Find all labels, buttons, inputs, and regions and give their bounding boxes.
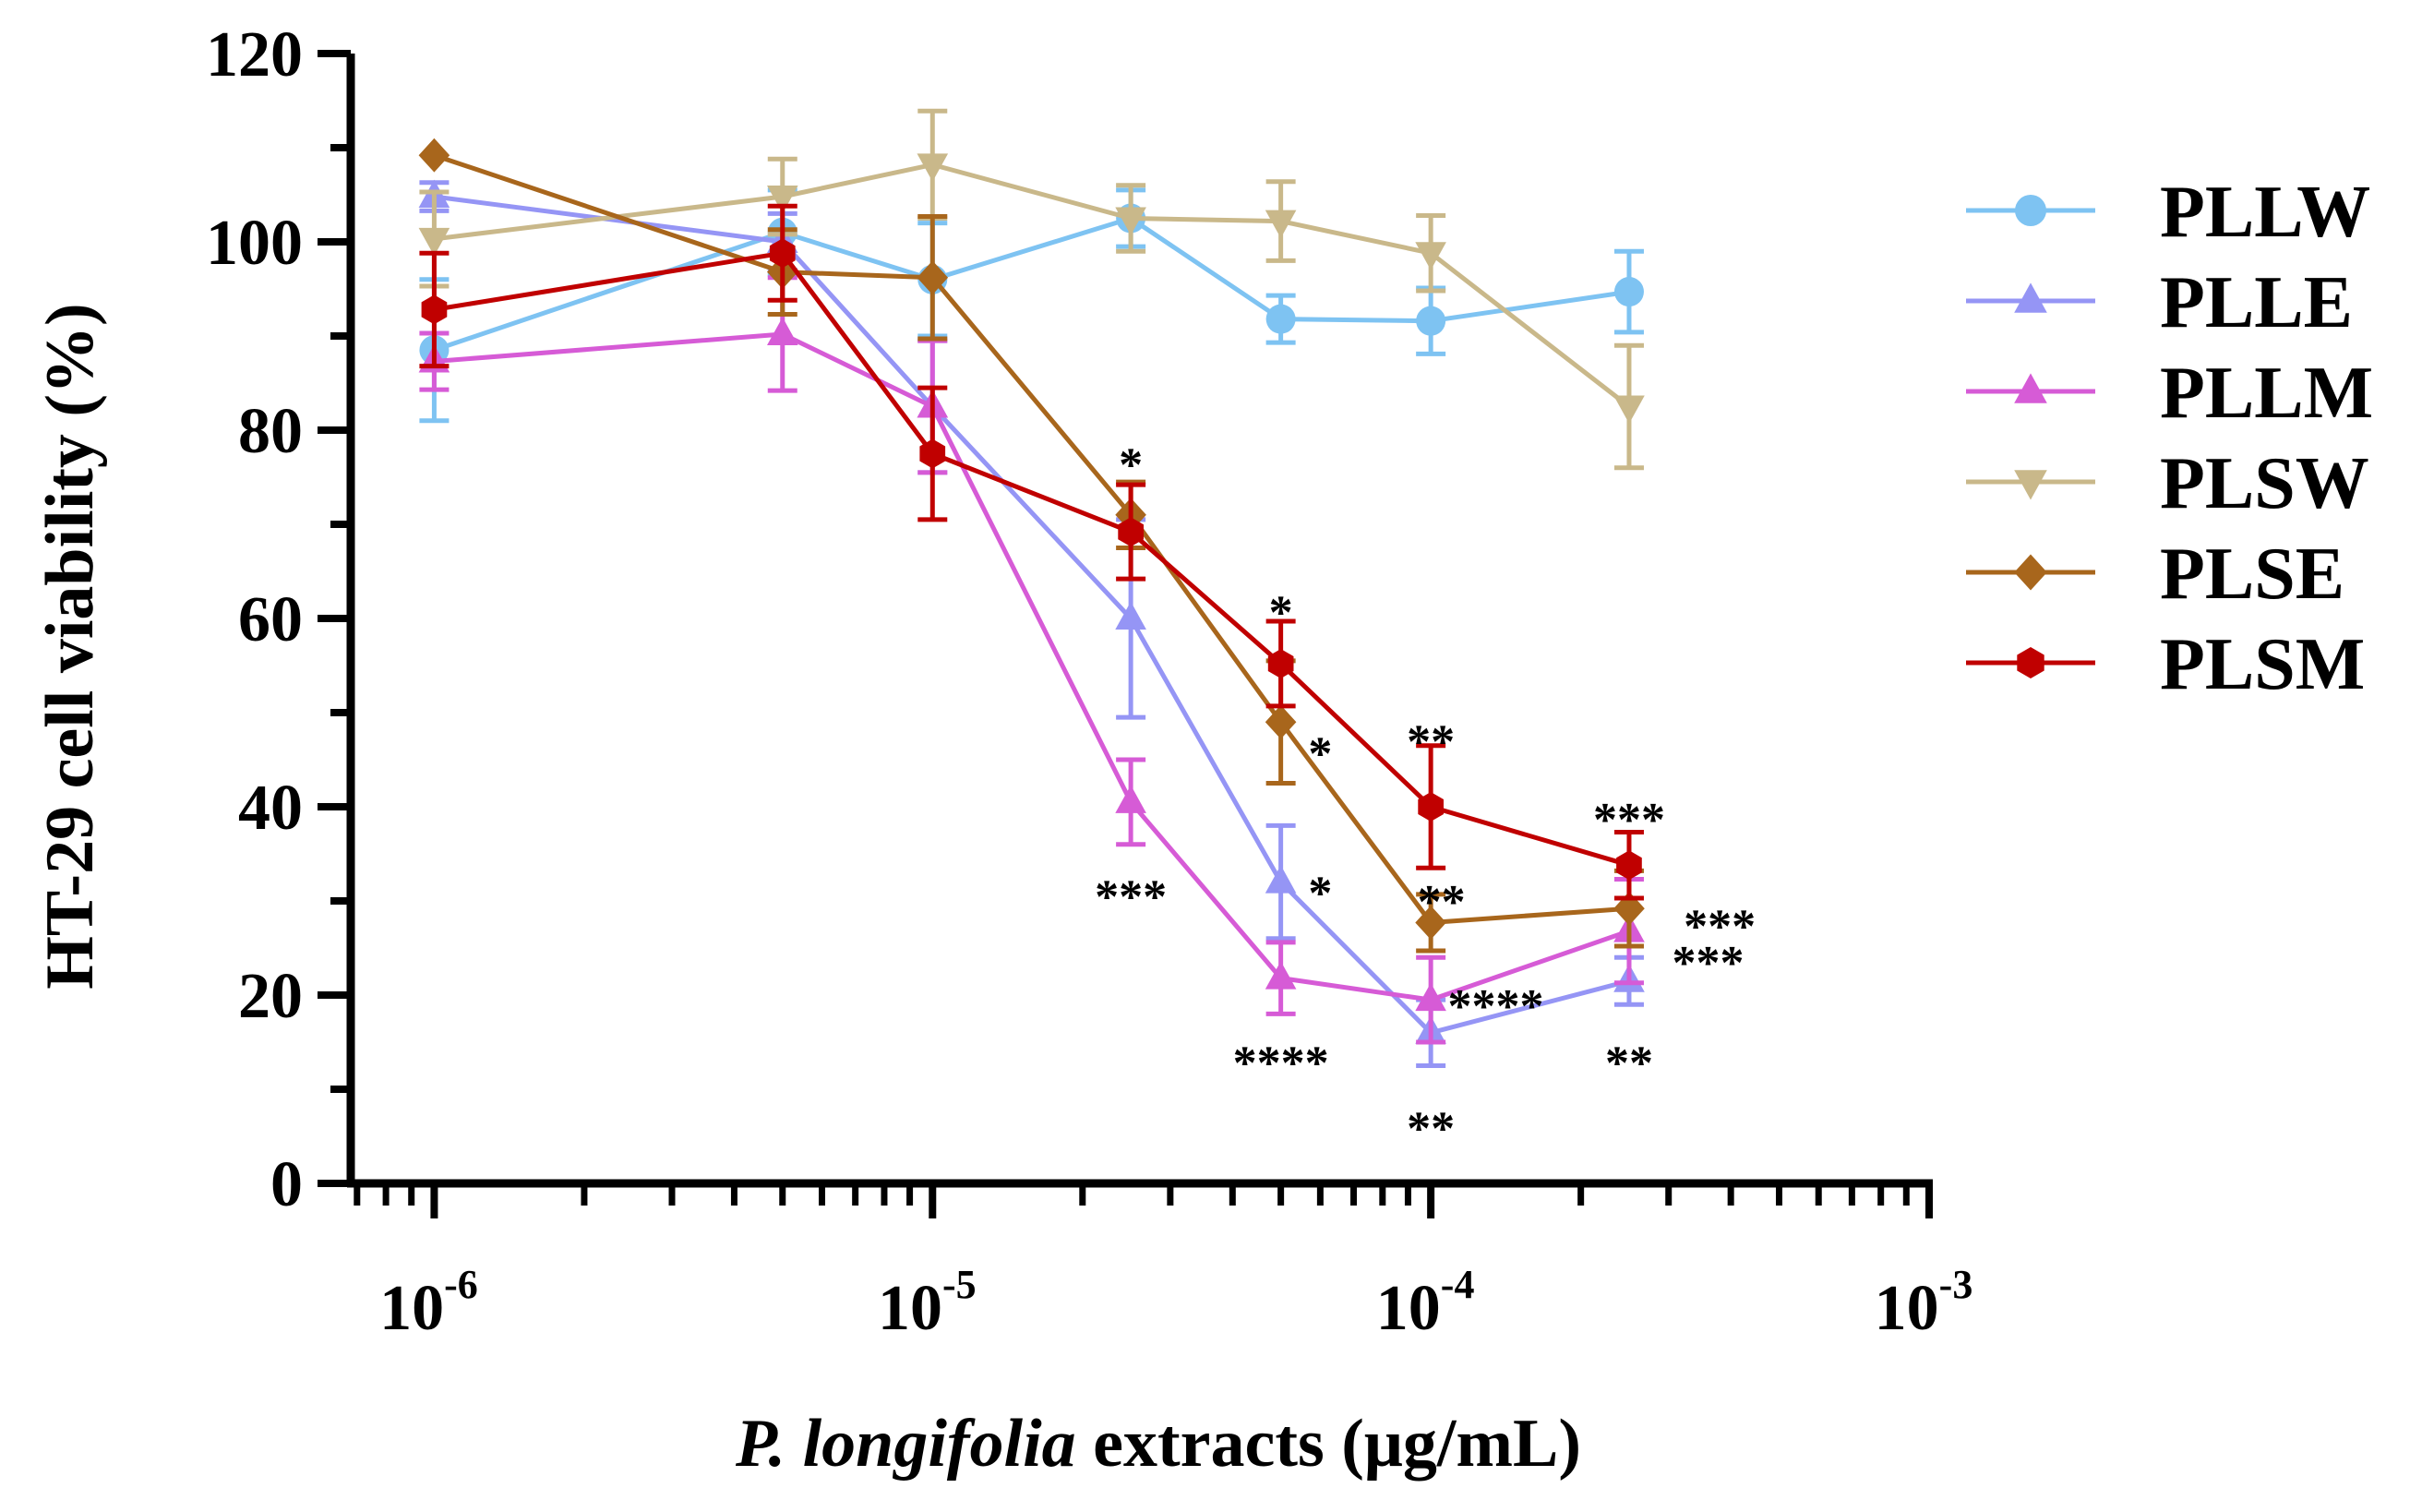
axes: 0 20 40 60 80 100 120 10-6 10-5 10-4 10-3 xyxy=(206,19,1972,1344)
x-tick-label: 10-5 xyxy=(878,1262,977,1344)
legend-item-pllm: PLLM xyxy=(1966,353,2373,434)
legend-label: PLSW xyxy=(2160,443,2369,524)
data-point xyxy=(1265,304,1296,334)
data-point xyxy=(1418,792,1444,822)
significance-annotations: ******************************** xyxy=(1095,439,1756,1156)
legend: PLLW PLLE PLLM PLSW PLSE PLSM xyxy=(1966,172,2373,705)
series-plsm xyxy=(419,203,1644,901)
series-plle xyxy=(418,179,1645,1068)
data-point xyxy=(1115,207,1146,235)
legend-label: PLLM xyxy=(2160,353,2373,434)
series-pllw xyxy=(419,187,1644,424)
significance-label: ** xyxy=(1407,715,1455,768)
data-point xyxy=(1415,906,1446,940)
significance-label: ** xyxy=(1418,876,1466,929)
data-point xyxy=(1115,785,1146,813)
significance-label: *** xyxy=(1095,871,1167,924)
x-axis-title: P. longifolia extracts (μg/mL) xyxy=(735,1406,1581,1482)
data-point xyxy=(1118,517,1144,547)
y-axis-title: HT-29 cell viability (%) xyxy=(32,303,108,989)
x-axis-title-italic: P. longifolia xyxy=(735,1406,1076,1482)
legend-item-plsm: PLSM xyxy=(1966,624,2365,705)
data-point xyxy=(769,238,796,269)
data-point xyxy=(1613,395,1645,424)
data-point xyxy=(1265,865,1297,894)
significance-label: * xyxy=(1308,868,1332,920)
data-point xyxy=(1265,704,1297,739)
legend-marker xyxy=(2014,554,2047,591)
legend-label: PLSM xyxy=(2160,624,2365,705)
data-point xyxy=(1613,277,1644,307)
significance-label: * xyxy=(1269,587,1293,640)
data-point xyxy=(1616,850,1642,881)
legend-item-plle: PLLE xyxy=(1966,262,2353,343)
series-plse xyxy=(418,138,1645,954)
legend-item-plsw: PLSW xyxy=(1966,443,2369,524)
significance-label: **** xyxy=(1233,1037,1329,1089)
legend-marker xyxy=(2017,647,2044,678)
x-tick-label: 10-4 xyxy=(1376,1262,1475,1344)
data-point xyxy=(418,227,450,257)
significance-label: *** xyxy=(1684,900,1756,953)
significance-label: **** xyxy=(1448,980,1544,1033)
series-line xyxy=(434,162,1631,409)
data-point xyxy=(919,438,946,469)
significance-label: *** xyxy=(1672,937,1744,990)
legend-label: PLLW xyxy=(2160,172,2370,253)
data-point xyxy=(1265,961,1297,990)
legend-marker xyxy=(2014,282,2047,313)
legend-item-plse: PLSE xyxy=(1966,534,2344,615)
data-point xyxy=(1415,242,1446,270)
significance-label: ** xyxy=(1605,1037,1653,1089)
significance-label: *** xyxy=(1593,794,1665,846)
data-point xyxy=(917,153,949,182)
series-line xyxy=(433,250,1630,868)
legend-marker xyxy=(2014,470,2047,500)
series-plsw xyxy=(418,108,1645,471)
x-tick-label: 10-3 xyxy=(1875,1262,1973,1344)
y-tick-label: 100 xyxy=(206,208,303,279)
y-tick-label: 60 xyxy=(238,584,303,655)
data-point xyxy=(1115,601,1146,630)
data-point xyxy=(767,317,798,345)
data-point xyxy=(917,260,949,295)
legend-label: PLLE xyxy=(2160,262,2353,343)
series-line xyxy=(433,216,1630,353)
y-tick-label: 0 xyxy=(270,1149,303,1220)
x-axis-title-rest: extracts (μg/mL) xyxy=(1076,1406,1581,1482)
legend-marker xyxy=(2015,195,2046,226)
data-point xyxy=(1267,649,1294,678)
series-group xyxy=(418,108,1645,1068)
data-point xyxy=(418,138,450,173)
y-tick-label: 20 xyxy=(238,961,303,1032)
significance-label: ** xyxy=(1407,1103,1455,1156)
significance-label: * xyxy=(1119,439,1143,492)
y-tick-label: 40 xyxy=(238,773,303,844)
x-tick-label: 10-6 xyxy=(379,1262,478,1344)
data-point xyxy=(767,186,798,214)
data-point xyxy=(421,294,448,325)
significance-label: * xyxy=(1308,728,1332,781)
data-point xyxy=(1415,982,1446,1012)
legend-marker xyxy=(2014,373,2047,403)
data-point xyxy=(1416,306,1446,336)
y-tick-label: 120 xyxy=(206,19,303,90)
legend-label: PLSE xyxy=(2160,534,2344,615)
data-point xyxy=(1265,210,1297,238)
y-tick-label: 80 xyxy=(238,396,303,467)
legend-item-pllw: PLLW xyxy=(1966,172,2370,253)
